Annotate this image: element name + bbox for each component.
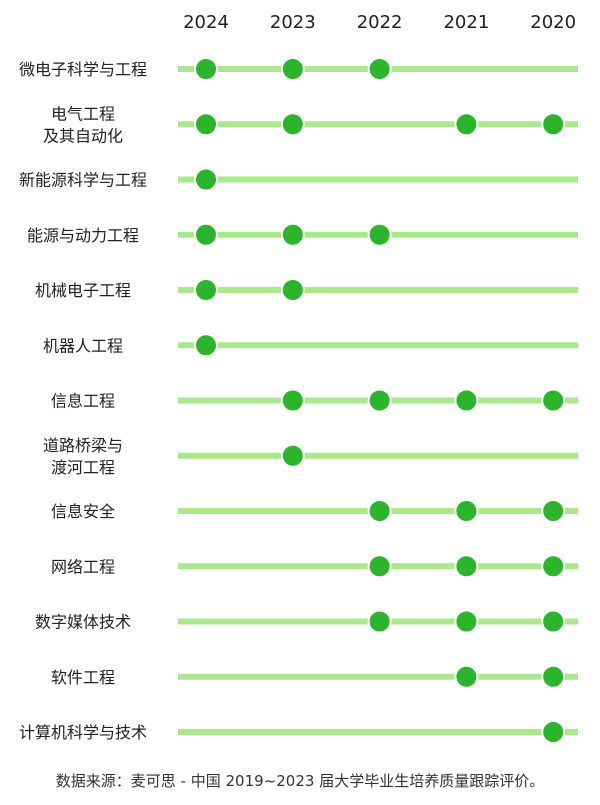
row-label: 及其自动化 [43, 126, 123, 145]
dot-2022 [367, 609, 392, 634]
row-label: 数字媒体技术 [35, 613, 131, 632]
year-label-2023: 2023 [270, 12, 316, 33]
year-label-2022: 2022 [357, 12, 403, 33]
dot-2022 [367, 499, 392, 523]
dot-2024 [194, 112, 218, 137]
dot-2020 [541, 609, 566, 634]
row-label: 机器人工程 [43, 336, 123, 355]
dot-2024 [194, 278, 218, 302]
dot-2022 [367, 222, 392, 247]
dot-2023 [280, 222, 305, 247]
dot-2022 [367, 57, 392, 81]
dot-2023 [280, 443, 305, 468]
dot-2021 [454, 609, 479, 634]
dot-2023 [280, 112, 305, 137]
dot-2023 [280, 57, 305, 81]
dot-2022 [367, 388, 392, 413]
dot-2024 [194, 333, 218, 358]
dot-2021 [454, 112, 479, 137]
row-label: 新能源科学与工程 [19, 171, 147, 190]
dot-2023 [280, 388, 305, 413]
dot-2023 [280, 278, 305, 302]
row-label: 电气工程 [51, 104, 115, 123]
row-label: 能源与动力工程 [27, 226, 139, 245]
dot-matrix-chart: 2024 2023 2022 2021 2020 微电子科学与工程电气工程及其自动化新能源… [19, 12, 578, 744]
dot-2024 [194, 167, 218, 192]
row-label: 计算机科学与技术 [19, 723, 147, 742]
year-label-2021: 2021 [443, 12, 489, 33]
year-label-2020: 2020 [530, 12, 576, 33]
dot-2020 [541, 388, 566, 413]
row-label: 道路桥梁与 [43, 436, 123, 455]
dot-2021 [454, 388, 479, 413]
dot-2020 [541, 720, 566, 744]
dot-2021 [454, 664, 479, 689]
row-label: 软件工程 [51, 668, 115, 687]
dot-2020 [541, 664, 566, 689]
dot-2020 [541, 554, 566, 579]
dot-2024 [194, 222, 218, 247]
row-label: 信息工程 [51, 392, 115, 411]
dot-2022 [367, 554, 392, 579]
dot-2021 [454, 499, 479, 523]
row-label: 信息安全 [51, 502, 115, 521]
dot-2021 [454, 554, 479, 579]
row-label: 微电子科学与工程 [19, 60, 147, 79]
dot-2024 [194, 57, 218, 81]
source-note: 数据来源：麦可思 - 中国 2019~2023 届大学毕业生培养质量跟踪评价。 [55, 772, 545, 790]
dot-2020 [541, 499, 566, 523]
row-label: 机械电子工程 [35, 281, 131, 300]
dot-2020 [541, 112, 566, 137]
row-label: 渡河工程 [51, 458, 115, 477]
year-label-2024: 2024 [183, 12, 229, 33]
row-label: 网络工程 [51, 557, 115, 576]
